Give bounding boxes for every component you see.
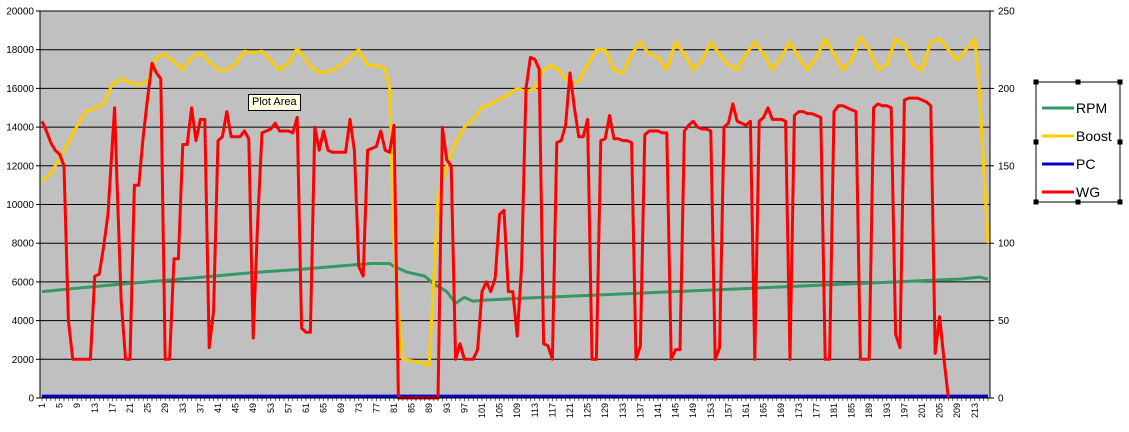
legend[interactable]: RPM Boost PC WG	[1033, 79, 1123, 205]
x-tick-label: 97	[459, 403, 469, 413]
y-tick-label: 14000	[6, 123, 34, 134]
legend-label-rpm: RPM	[1076, 100, 1107, 116]
legend-box	[1035, 81, 1121, 203]
y-tick-label: 6000	[12, 277, 35, 288]
x-tick-label: 153	[706, 403, 716, 418]
x-tick-label: 177	[811, 403, 821, 418]
x-tick-label: 157	[723, 403, 733, 418]
x-tick-label: 125	[583, 403, 593, 418]
x-tick-label: 117	[547, 403, 557, 417]
x-tick-label: 53	[266, 403, 276, 413]
x-tick-label: 89	[424, 403, 434, 413]
y-tick-label: 20000	[6, 7, 34, 18]
x-tick-label: 193	[882, 403, 892, 418]
y2-tick-label: 250	[998, 7, 1015, 18]
legend-selection-handle[interactable]	[1075, 79, 1081, 85]
x-tick-label: 209	[952, 403, 962, 418]
x-tick-label: 173	[794, 403, 804, 418]
series-lines	[40, 35, 990, 400]
x-tick-label: 185	[847, 403, 857, 418]
x-tick-label: 69	[336, 403, 346, 413]
x-tick-label: 161	[741, 403, 751, 418]
x-tick-label: 49	[248, 403, 258, 413]
series-line-rpm[interactable]	[41, 262, 989, 305]
x-tick-label: 201	[917, 403, 927, 418]
x-tick-label: 213	[970, 403, 980, 418]
x-tick-label: 109	[512, 403, 522, 418]
x-tick-label: 81	[389, 403, 399, 413]
legend-selection-handle[interactable]	[1033, 139, 1039, 145]
y-tick-label: 0	[28, 394, 34, 405]
x-tick-label: 37	[195, 403, 205, 413]
x-tick-label: 145	[671, 403, 681, 418]
y2-tick-label: 200	[998, 84, 1015, 95]
legend-selection-handle[interactable]	[1033, 79, 1039, 85]
legend-selection-handle[interactable]	[1117, 139, 1123, 145]
x-tick-label: 5	[55, 403, 65, 408]
x-tick-label: 65	[319, 403, 329, 413]
x-tick-label: 189	[864, 403, 874, 418]
x-tick-label: 121	[565, 403, 575, 418]
x-tick-label: 169	[776, 403, 786, 418]
y-tick-label: 10000	[6, 200, 34, 211]
x-tick-label: 61	[301, 403, 311, 413]
x-tick-label: 113	[530, 403, 540, 417]
x-tick-label: 133	[618, 403, 628, 418]
y-tick-label: 12000	[6, 161, 34, 172]
y2-tick-label: 100	[998, 239, 1015, 250]
x-tick-label: 17	[107, 403, 117, 413]
x-tick-label: 13	[90, 403, 100, 413]
x-tick-label: 45	[231, 403, 241, 413]
legend-selection-handle[interactable]	[1033, 199, 1039, 205]
x-tick-label: 25	[143, 403, 153, 413]
x-tick-label: 77	[371, 403, 381, 413]
x-tick-label: 9	[72, 403, 82, 408]
x-tick-label: 41	[213, 403, 223, 413]
y2-tick-label: 150	[998, 161, 1015, 172]
legend-selection-handle[interactable]	[1117, 199, 1123, 205]
legend-label-pc: PC	[1076, 156, 1095, 172]
x-tick-label: 129	[600, 403, 610, 418]
x-tick-label: 137	[635, 403, 645, 418]
x-tick-label: 149	[688, 403, 698, 418]
series-line-boost[interactable]	[41, 35, 990, 367]
x-tick-label: 197	[899, 403, 909, 418]
legend-selection-handle[interactable]	[1117, 79, 1123, 85]
legend-selection-handle[interactable]	[1075, 199, 1081, 205]
series-line-wg[interactable]	[40, 55, 950, 400]
x-tick-label: 33	[178, 403, 188, 413]
x-tick-label: 101	[477, 403, 487, 418]
x-tick-label: 93	[442, 403, 452, 413]
x-tick-label: 85	[407, 403, 417, 413]
x-tick-label: 141	[653, 403, 663, 418]
x-tick-label: 21	[125, 403, 135, 413]
y2-tick-label: 50	[998, 316, 1010, 327]
x-tick-label: 57	[283, 403, 293, 413]
x-tick-label: 73	[354, 403, 364, 413]
legend-label-wg: WG	[1076, 184, 1100, 200]
y-tick-label: 16000	[6, 84, 34, 95]
x-tick-label: 29	[160, 403, 170, 413]
x-tick-label: 205	[935, 403, 945, 418]
y-tick-label: 2000	[12, 355, 35, 366]
x-tick-label: 1	[37, 403, 47, 408]
x-tick-label: 165	[759, 403, 769, 418]
legend-label-boost: Boost	[1076, 128, 1112, 144]
y2-tick-label: 0	[998, 394, 1004, 405]
plot-area-tooltip: Plot Area	[248, 94, 301, 111]
x-tick-label: 181	[829, 403, 839, 418]
axes: 0200040006000800010000120001400016000180…	[6, 7, 1015, 419]
y-tick-label: 8000	[12, 239, 35, 250]
x-tick-label: 105	[495, 403, 505, 418]
y-tick-label: 4000	[12, 316, 35, 327]
y-tick-label: 18000	[6, 45, 34, 56]
